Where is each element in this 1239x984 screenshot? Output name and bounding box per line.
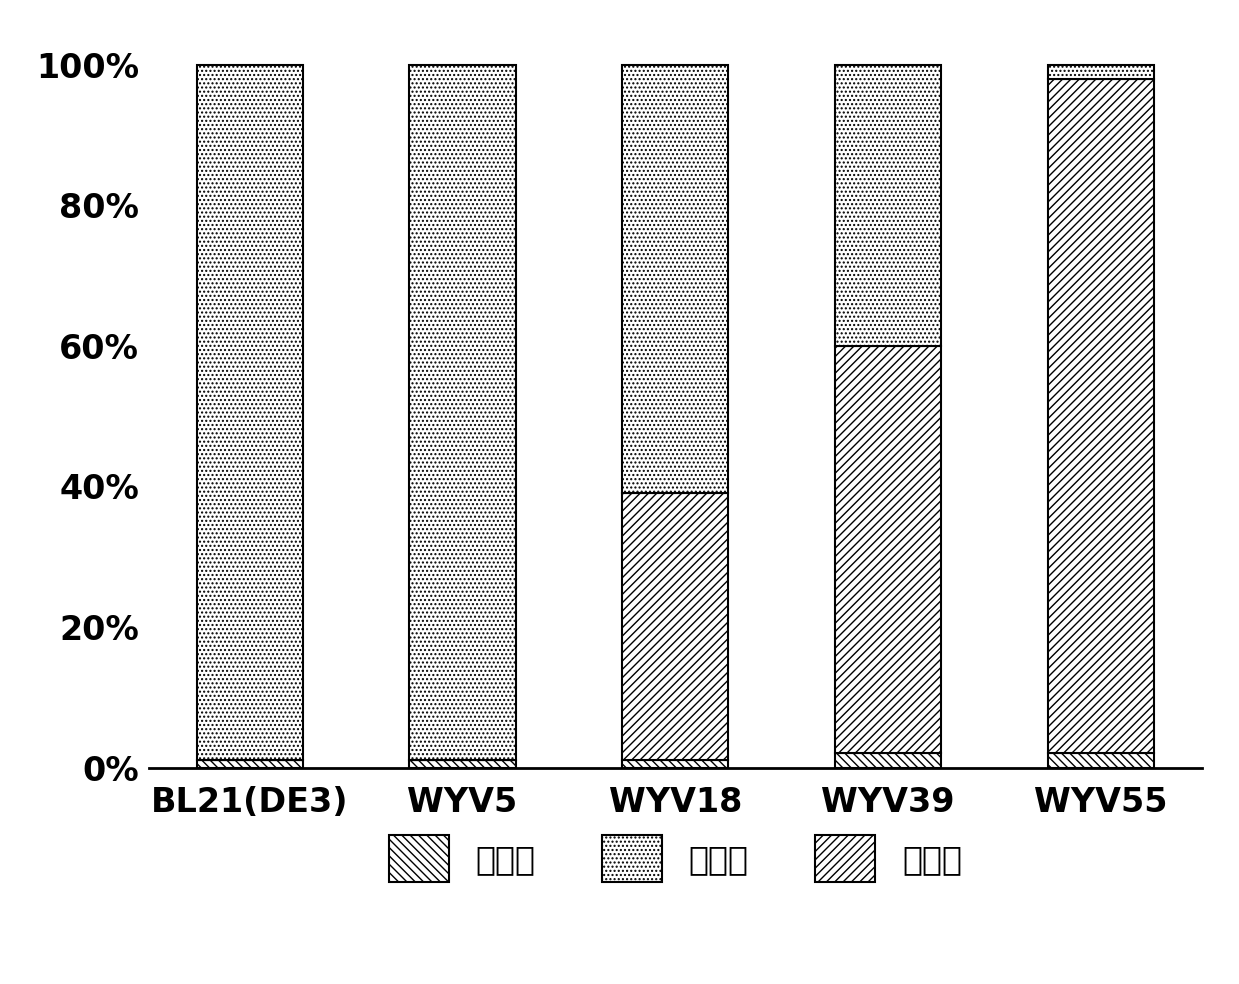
Bar: [835, 754, 942, 768]
Bar: [1048, 65, 1154, 79]
Bar: [197, 65, 302, 761]
Bar: [622, 761, 729, 768]
Bar: [835, 65, 942, 345]
Bar: [1048, 79, 1154, 754]
Bar: [835, 345, 942, 754]
Legend: 香兰素, 香草醇, 香草酸: 香兰素, 香草醇, 香草酸: [372, 818, 979, 898]
Bar: [622, 65, 729, 493]
Bar: [197, 761, 302, 768]
Bar: [622, 493, 729, 761]
Bar: [1048, 754, 1154, 768]
Bar: [409, 65, 515, 761]
Bar: [409, 761, 515, 768]
